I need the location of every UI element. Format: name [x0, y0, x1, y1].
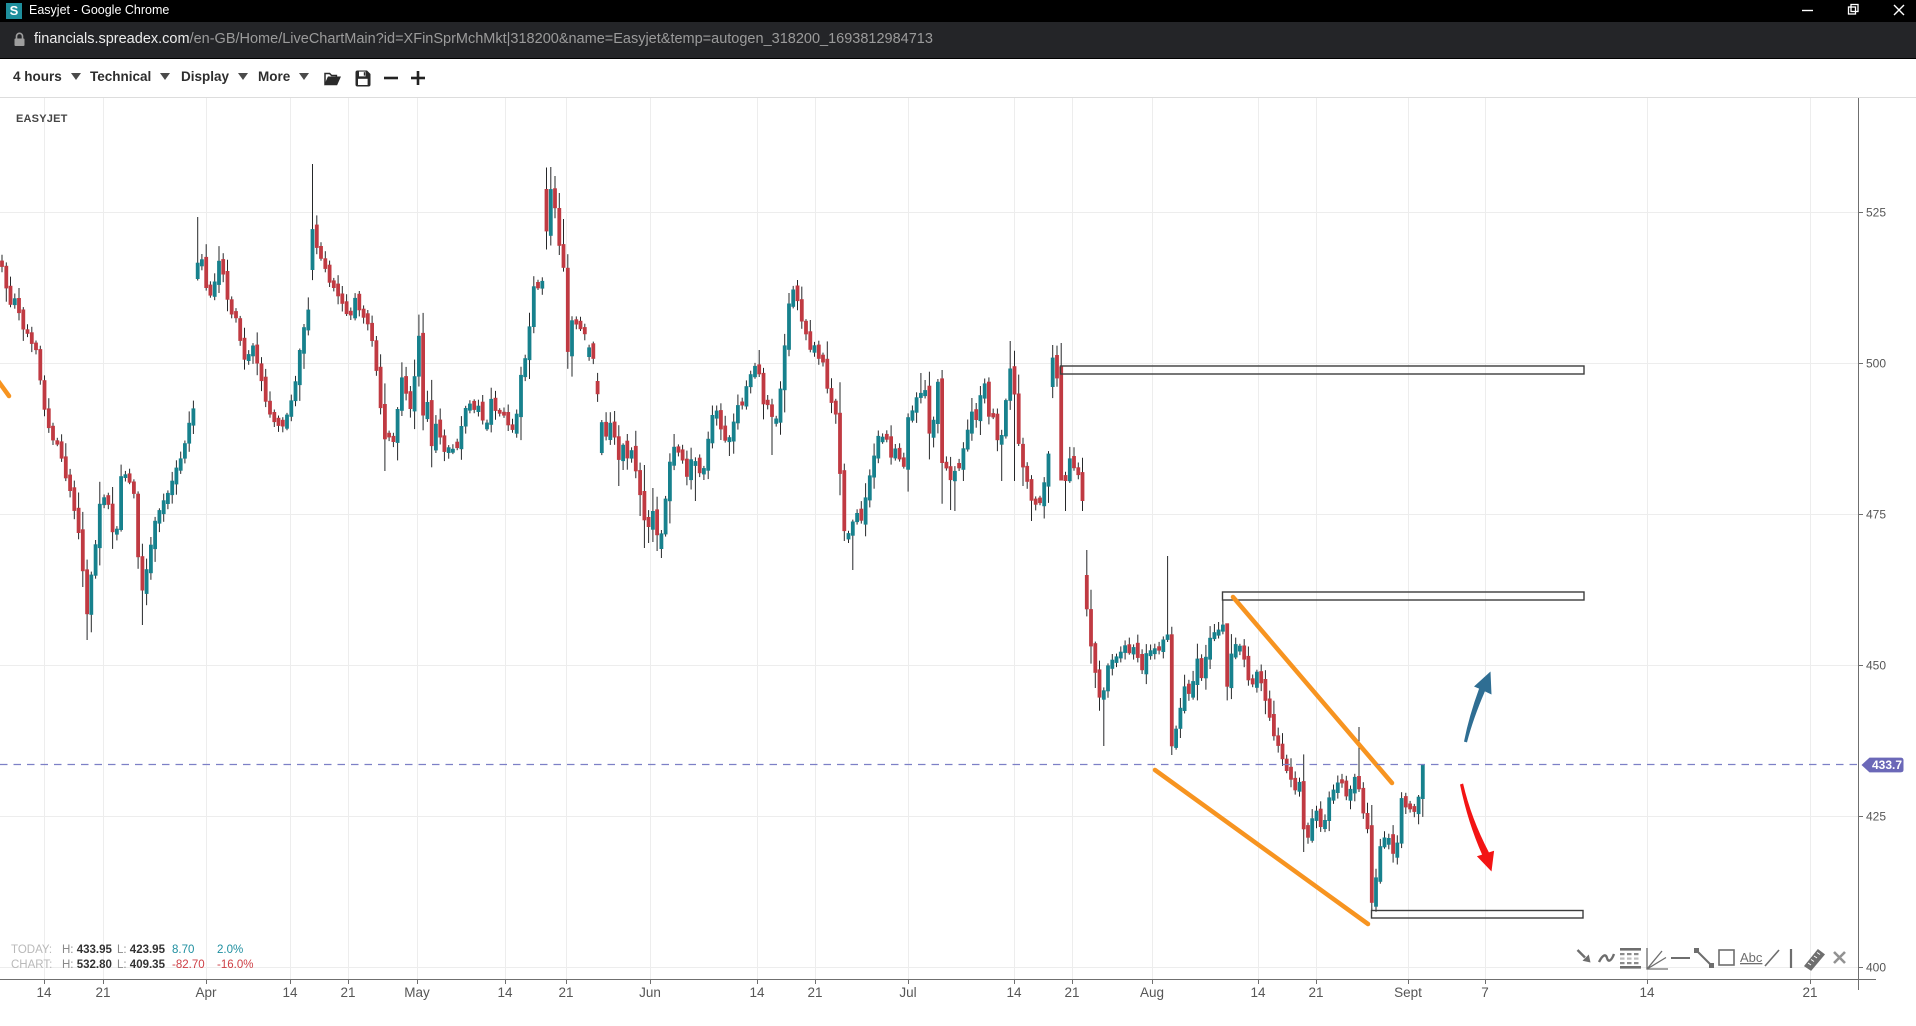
svg-text:525: 525	[1866, 206, 1886, 220]
svg-text:21: 21	[340, 985, 355, 1000]
svg-text:21: 21	[1802, 985, 1817, 1000]
svg-text:21: 21	[1308, 985, 1323, 1000]
svg-text:14: 14	[282, 985, 298, 1000]
svg-text:Abc: Abc	[1740, 950, 1763, 965]
svg-text:433.7: 433.7	[1872, 758, 1902, 772]
svg-text:21: 21	[558, 985, 573, 1000]
svg-text:-16.0%: -16.0%	[217, 959, 253, 971]
svg-text:450: 450	[1866, 659, 1886, 673]
svg-text:21: 21	[95, 985, 110, 1000]
svg-text:14: 14	[36, 985, 52, 1000]
svg-text:L: 409.35: L: 409.35	[117, 959, 166, 971]
svg-text:8.70: 8.70	[172, 944, 194, 956]
svg-text:7: 7	[1481, 985, 1489, 1000]
svg-text:425: 425	[1866, 810, 1886, 824]
svg-text:May: May	[404, 985, 430, 1000]
svg-text:Aug: Aug	[1140, 985, 1164, 1000]
svg-text:-82.70: -82.70	[172, 959, 205, 971]
svg-text:14: 14	[497, 985, 513, 1000]
svg-text:14: 14	[749, 985, 765, 1000]
svg-text:475: 475	[1866, 508, 1886, 522]
svg-text:14: 14	[1639, 985, 1655, 1000]
svg-text:L: 423.95: L: 423.95	[117, 944, 166, 956]
svg-text:500: 500	[1866, 357, 1886, 371]
svg-text:400: 400	[1866, 961, 1886, 975]
svg-text:EASYJET: EASYJET	[16, 113, 68, 125]
svg-text:Jun: Jun	[639, 985, 661, 1000]
svg-text:CHART:: CHART:	[11, 959, 52, 971]
svg-text:Jul: Jul	[899, 985, 916, 1000]
svg-text:21: 21	[1064, 985, 1079, 1000]
svg-text:H: 433.95: H: 433.95	[62, 944, 112, 956]
svg-text:Sept: Sept	[1394, 985, 1422, 1000]
svg-text:21: 21	[807, 985, 822, 1000]
svg-text:Apr: Apr	[195, 985, 217, 1000]
svg-text:2.0%: 2.0%	[217, 944, 243, 956]
svg-text:H: 532.80: H: 532.80	[62, 959, 112, 971]
svg-text:14: 14	[1250, 985, 1266, 1000]
svg-text:14: 14	[1006, 985, 1022, 1000]
svg-text:TODAY:: TODAY:	[11, 944, 52, 956]
